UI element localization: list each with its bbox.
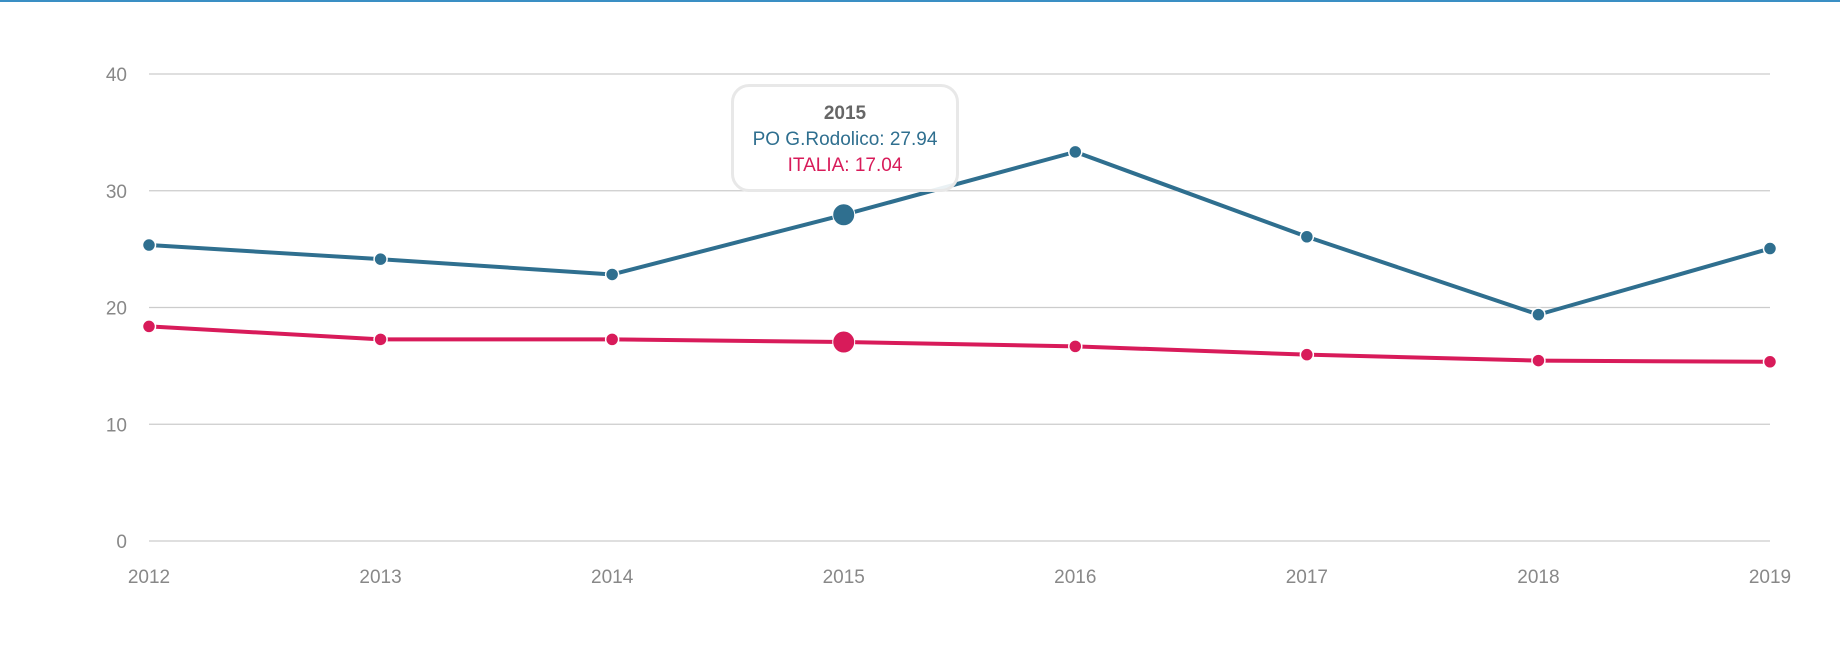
y-tick-label: 20 [106,299,127,320]
y-tick-label: 40 [106,65,127,86]
x-tick-label: 2014 [591,567,634,588]
data-point [373,251,388,267]
x-tick-label: 2013 [359,567,401,588]
data-point [1299,229,1315,244]
chart-tooltip: 2015 PO G.Rodolico: 27.94 ITALIA: 17.04 [731,84,959,192]
y-tick-label: 30 [106,182,127,203]
x-tick-label: 2012 [128,567,170,588]
data-point [1762,241,1778,256]
data-point [1068,339,1083,354]
data-point [832,203,856,227]
data-point [1762,354,1778,370]
data-point [832,330,856,354]
data-point [1299,347,1315,362]
data-point [1531,307,1546,322]
data-point [141,237,157,253]
y-tick-label: 10 [106,415,127,436]
data-point [1068,144,1083,160]
x-tick-label: 2019 [1749,567,1791,588]
data-point [141,319,157,334]
x-tick-label: 2015 [823,567,865,588]
x-tick-label: 2016 [1054,567,1096,588]
x-tick-label: 2017 [1286,567,1328,588]
x-tick-label: 2018 [1517,567,1559,588]
tooltip-series-1: PO G.Rodolico: 27.94 [752,129,938,150]
data-point [373,332,388,347]
series-line-1 [148,324,1771,364]
data-point [604,332,620,347]
data-point [1531,353,1546,368]
top-border [0,0,1840,2]
tooltip-title: 2015 [823,103,867,124]
tooltip-series-2: ITALIA: 17.04 [787,155,903,176]
data-point [604,267,620,282]
y-tick-label: 0 [116,532,127,553]
series-line-0 [148,149,1771,317]
